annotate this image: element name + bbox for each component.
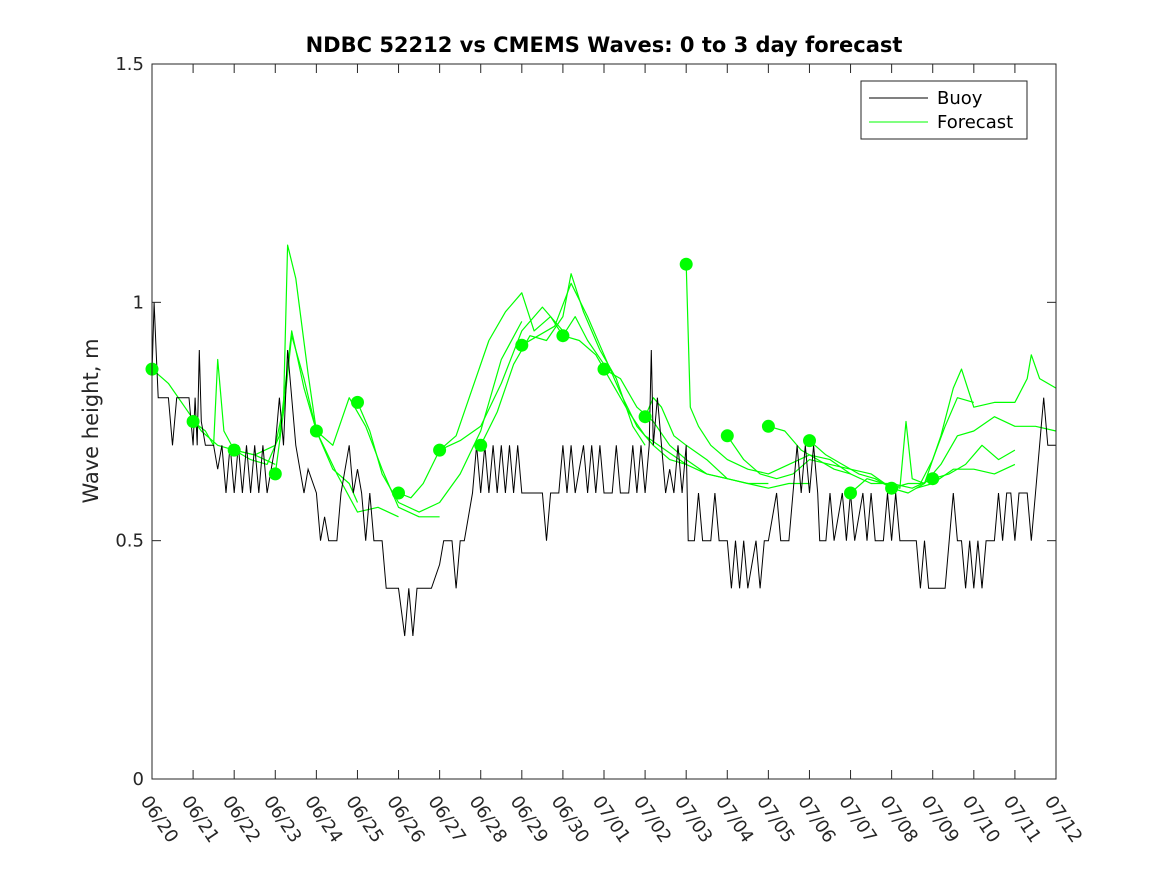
legend-box: [860, 80, 1028, 140]
forecast-marker-1: [186, 415, 200, 428]
y-tick-label-1: 0.5: [115, 531, 144, 552]
forecast-marker-3: [268, 467, 282, 481]
y-axis-label: Wave height, m: [79, 338, 103, 503]
forecast-line-6: [398, 306, 564, 499]
y-tick-label-3: 1.5: [115, 54, 144, 75]
y-tick-label-2: 1: [133, 292, 144, 313]
forecast-line-18: [891, 416, 1057, 494]
forecast-marker-11: [597, 362, 611, 376]
forecast-marker-16: [803, 434, 816, 448]
chart-title: NDBC 52212 vs CMEMS Waves: 0 to 3 day fo…: [306, 33, 903, 57]
forecast-marker-13: [679, 257, 693, 271]
forecast-line-9: [521, 282, 687, 465]
legend-label-forecast: Forecast: [937, 112, 1013, 133]
forecast-marker-9: [515, 338, 529, 352]
y-tick-label-0: 0: [133, 769, 144, 790]
forecast-marker-14: [720, 429, 734, 443]
forecast-marker-6: [392, 486, 405, 500]
forecast-marker-5: [351, 395, 364, 409]
forecast-line-12: [644, 397, 810, 489]
forecast-line-19: [932, 444, 1016, 480]
forecast-marker-2: [227, 443, 241, 457]
forecast-marker-4: [309, 424, 323, 438]
marker-layer: [145, 257, 940, 500]
forecast-line-13: [685, 264, 851, 475]
forecast-marker-18: [885, 481, 899, 495]
y-axis: 0 0.5 1 1.5: [115, 54, 1056, 790]
forecast-line-5: [356, 321, 523, 513]
forecast-marker-10: [556, 329, 570, 343]
legend: Buoy Forecast: [860, 80, 1028, 140]
series-layer: [151, 244, 1057, 637]
forecast-marker-19: [926, 472, 940, 486]
forecast-marker-7: [433, 443, 447, 457]
forecast-marker-17: [844, 486, 857, 500]
forecast-line-7: [439, 292, 605, 451]
plot-area: [152, 64, 1056, 779]
forecast-line-14: [726, 435, 892, 489]
forecast-marker-15: [761, 419, 775, 433]
legend-label-buoy: Buoy: [937, 88, 983, 109]
forecast-marker-8: [474, 438, 488, 452]
forecast-marker-12: [638, 410, 652, 424]
forecast-line-2: [233, 330, 359, 503]
buoy-line: [151, 302, 1056, 637]
forecast-line-4: [316, 397, 440, 518]
forecast-line-10: [562, 335, 728, 480]
